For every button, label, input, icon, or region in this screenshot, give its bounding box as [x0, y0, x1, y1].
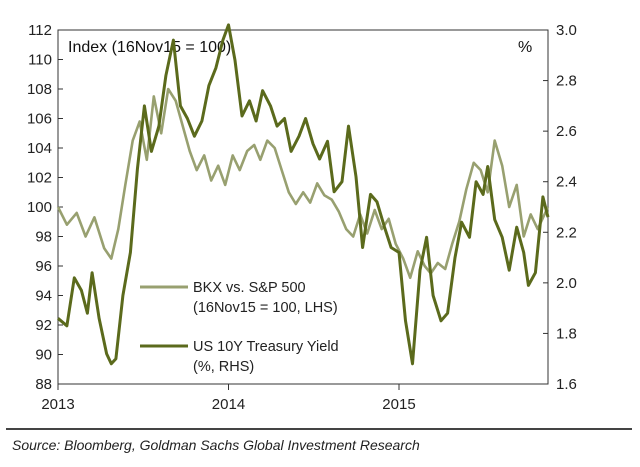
x-tick-label: 2015	[382, 396, 415, 413]
right-tick-label: 2.2	[556, 224, 577, 241]
series-line-yield	[57, 23, 550, 366]
left-tick-label: 106	[27, 111, 52, 128]
legend-label-bkx-detail: (16Nov15 = 100, LHS)	[193, 300, 338, 316]
right-tick-label: 2.6	[556, 123, 577, 140]
left-tick-label: 102	[27, 170, 52, 187]
legend: BKX vs. S&P 500 (16Nov15 = 100, LHS) US …	[140, 280, 339, 375]
right-tick-label: 2.4	[556, 174, 577, 191]
x-tick-label: 2013	[41, 396, 74, 413]
x-axis: 2013 2014 2015	[41, 384, 416, 413]
left-tick-label: 94	[35, 288, 52, 305]
chart: 88 90 92 94 96 98 100 102 104 106 108 110 112 1.6 1.8…	[27, 22, 577, 413]
left-tick-label: 104	[27, 140, 52, 157]
left-tick-label: 108	[27, 81, 52, 98]
series-line-bkx	[56, 87, 550, 280]
left-axis-title: Index (16Nov15 = 100)	[68, 39, 231, 56]
left-tick-label: 110	[28, 52, 52, 69]
legend-label-yield-detail: (%, RHS)	[193, 359, 254, 375]
right-tick-label: 1.6	[556, 376, 577, 393]
left-tick-label: 112	[28, 22, 52, 39]
left-tick-label: 90	[35, 347, 52, 364]
source-note: Source: Bloomberg, Goldman Sachs Global …	[12, 437, 420, 453]
right-tick-label: 1.8	[556, 325, 577, 342]
right-tick-label: 2.0	[556, 275, 577, 292]
series-layer	[56, 23, 550, 366]
left-tick-label: 100	[27, 199, 52, 216]
right-axis: 1.6 1.8 2.0 2.2 2.4 2.6 2.8 3.0	[543, 22, 577, 393]
left-tick-label: 98	[35, 229, 52, 246]
right-tick-label: 2.8	[556, 73, 577, 90]
left-tick-label: 88	[35, 376, 52, 393]
left-tick-label: 92	[35, 317, 52, 334]
legend-label-bkx: BKX vs. S&P 500	[193, 280, 306, 296]
right-tick-label: 3.0	[556, 22, 577, 39]
x-tick-label: 2014	[212, 396, 245, 413]
left-axis: 88 90 92 94 96 98 100 102 104 106 108 110 112	[27, 22, 63, 393]
right-axis-title: %	[518, 39, 532, 56]
legend-label-yield: US 10Y Treasury Yield	[193, 339, 339, 355]
divider	[6, 428, 632, 430]
left-tick-label: 96	[35, 258, 52, 275]
